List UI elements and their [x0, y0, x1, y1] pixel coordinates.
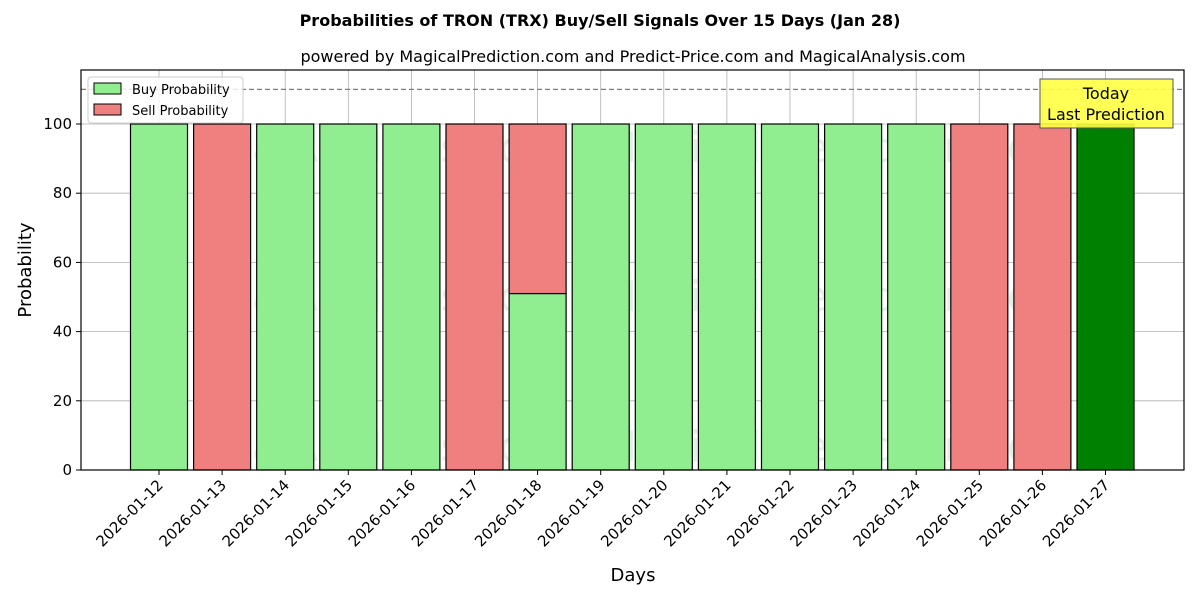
- legend-buy-label: Buy Probability: [132, 83, 230, 98]
- bar-today: [1076, 123, 1135, 471]
- bar-sell: [193, 123, 252, 471]
- x-tick-label: 2026-01-18: [471, 476, 545, 550]
- bar-buy: [571, 123, 630, 471]
- x-tick-label: 2026-01-13: [156, 476, 230, 550]
- x-tick-label: 2026-01-19: [534, 476, 608, 550]
- plot-frame: [80, 69, 1185, 471]
- y-tick-label: 40: [53, 323, 72, 341]
- annotation-line1: Today: [1082, 84, 1129, 103]
- y-tick-label: 60: [53, 253, 72, 271]
- legend-sell-swatch: [93, 103, 122, 116]
- bar-buy: [697, 123, 757, 471]
- chart-title: Probabilities of TRON (TRX) Buy/Sell Sig…: [300, 11, 901, 30]
- legend-box: [87, 76, 244, 124]
- chart-subtitle: powered by MagicalPrediction.com and Pre…: [300, 47, 965, 66]
- bar-buy: [129, 123, 189, 471]
- legend: Buy Probability Sell Probability: [87, 76, 244, 124]
- bar-buy: [382, 123, 441, 471]
- x-tick-label: 2026-01-24: [850, 476, 924, 550]
- bar-sell: [445, 123, 504, 471]
- x-tick-label: 2026-01-23: [787, 476, 861, 550]
- annotation-box: [1039, 78, 1174, 129]
- x-tick-label: 2026-01-25: [913, 476, 987, 550]
- bar-sell: [950, 123, 1009, 471]
- legend-sell-label: Sell Probability: [132, 104, 229, 119]
- y-tick-label: 20: [53, 392, 72, 410]
- x-tick-label: 2026-01-17: [408, 476, 482, 550]
- x-axis-label: Days: [611, 565, 656, 586]
- x-tick-label: 2026-01-14: [219, 476, 293, 550]
- x-tick-label: 2026-01-26: [976, 476, 1050, 550]
- annotation-line2: Last Prediction: [1047, 105, 1165, 124]
- bar-buy: [508, 292, 567, 471]
- bar-buy: [256, 123, 315, 471]
- y-tick-label: 100: [43, 115, 72, 133]
- y-tick-label: 80: [53, 184, 72, 202]
- bar-sell: [508, 123, 567, 295]
- y-axis: 0 20 40 60 80 100: [43, 115, 81, 479]
- x-tick-label: 2026-01-16: [345, 476, 419, 550]
- x-tick-label: 2026-01-20: [597, 476, 671, 550]
- y-tick-label: 0: [62, 461, 72, 479]
- bar-sell: [1013, 123, 1072, 471]
- bar-buy: [634, 123, 693, 471]
- x-tick-label: 2026-01-27: [1039, 476, 1113, 550]
- x-tick-label: 2026-01-22: [723, 476, 797, 550]
- x-axis: 2026-01-122026-01-132026-01-142026-01-15…: [92, 470, 1113, 550]
- legend-buy-swatch: [93, 82, 122, 95]
- x-tick-label: 2026-01-15: [282, 476, 356, 550]
- x-tick-label: 2026-01-21: [660, 476, 734, 550]
- bar-buy: [760, 123, 820, 471]
- today-annotation: Today Last Prediction: [1039, 78, 1174, 129]
- y-axis-label: Probability: [15, 222, 36, 317]
- bar-buy: [823, 123, 883, 471]
- x-tick-label: 2026-01-12: [92, 476, 166, 550]
- bars: [129, 123, 1135, 471]
- bar-buy: [887, 123, 946, 471]
- bar-buy: [319, 123, 378, 471]
